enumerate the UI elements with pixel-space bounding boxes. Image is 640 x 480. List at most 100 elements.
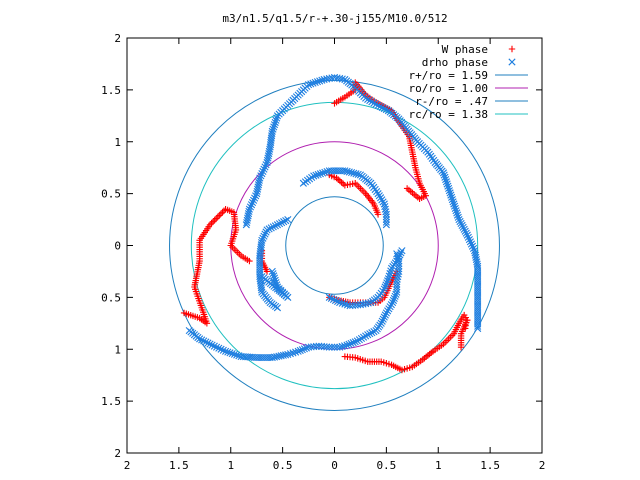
drho-phase-point [449,198,457,206]
drho-phase-point [467,240,476,248]
drho-phase-point [366,97,374,105]
drho-phase-point [376,102,384,111]
drho-phase-point [460,225,468,233]
drho-phase-point [271,118,279,127]
w-phase-point [338,179,345,186]
drho-phase-point [444,182,452,190]
drho-phase-point [389,296,398,305]
drho-phase-point [370,99,378,107]
w-phase-point [213,215,220,222]
w-phase-point [217,210,225,218]
drho-phase-point [450,202,459,210]
drho-phase-point [393,257,401,265]
drho-phase-point [382,218,390,226]
drho-phase-point [212,343,221,351]
drho-phase-point [352,170,360,178]
drho-phase-point [307,80,315,88]
drho-phase-point [314,170,322,179]
drho-phase-point [462,229,470,237]
drho-phase-point [381,311,389,319]
drho-phase-point [445,187,453,195]
drho-phase-point [316,77,324,85]
drho-phase-point [262,161,270,169]
drho-phase-point [331,296,340,305]
drho-phase-point [395,267,403,276]
drho-phase-point [316,170,325,178]
drho-phase-point [280,218,288,226]
drho-phase-point [474,322,482,330]
drho-phase-point [383,279,391,287]
drho-phase-point [382,221,390,229]
drho-phase-point [384,277,392,285]
drho-phase-point [270,272,278,280]
drho-phase-point [457,219,465,228]
x-tick-label: 2 [124,459,131,472]
drho-phase-point [349,339,357,347]
drho-phase-point [309,79,317,87]
drho-phase-point [464,233,472,241]
drho-phase-point [224,348,232,356]
drho-phase-point [289,349,297,357]
drho-phase-point [394,255,402,263]
drho-phase-point [228,349,236,358]
drho-phase-point [206,340,214,348]
drho-phase-point [440,171,448,179]
drho-phase-point [452,207,460,215]
y-tick-label: 1.5 [101,395,121,408]
series-w-phase [180,79,471,374]
drho-phase-point [374,190,382,198]
y-tick-label: 1.5 [101,84,121,97]
y-tick-label: 1 [114,343,121,356]
w-phase-point [340,180,347,188]
drho-phase-point [454,213,462,221]
drho-phase-point [351,338,359,346]
drho-phase-point [269,223,277,231]
drho-phase-point [468,242,477,250]
drho-phase-point [364,95,372,103]
drho-phase-point [382,210,390,218]
drho-phase-point [271,276,279,284]
drho-phase-point [245,205,254,213]
drho-phase-point [376,194,385,202]
drho-phase-point [312,342,320,350]
drho-phase-point [226,349,234,357]
drho-phase-point [450,200,458,208]
drho-phase-point [378,103,386,112]
w-phase-point [219,209,226,216]
drho-phase-point [453,209,461,217]
drho-phase-point [263,226,271,234]
drho-phase-point [300,345,309,353]
x-tick-label: 1 [227,459,234,472]
x-tick-label: 0 [331,459,338,472]
drho-phase-point [368,329,376,337]
x-tick-label: 0.5 [376,459,396,472]
series-circle-r-ro-1-59 [169,80,500,411]
drho-phase-point [385,272,393,280]
drho-phase-point [268,130,276,138]
drho-phase-point [379,198,387,206]
drho-phase-point [397,249,405,257]
drho-phase-point [268,267,276,276]
drho-phase-point [259,167,267,175]
legend-label: W phase [442,43,488,56]
legend-sample [508,58,516,66]
legend-label: r-/ro = .47 [415,95,488,108]
drho-phase-point [255,176,263,184]
drho-phase-point [296,346,304,355]
drho-phase-point [272,116,280,124]
drho-phase-point [247,201,256,209]
drho-phase-point [379,315,387,323]
drho-phase-point [384,275,393,283]
drho-phase-point [275,220,284,228]
w-phase-point [246,257,253,265]
drho-phase-point [439,169,448,177]
w-phase-point [208,219,215,227]
y-tick-label: 0.5 [101,291,121,304]
drho-phase-point [372,100,380,108]
w-phase-point [216,212,223,219]
drho-phase-point [334,297,342,306]
drho-phase-point [294,347,302,355]
w-phase-point [206,221,214,228]
drho-phase-point [258,170,266,178]
drho-phase-point [374,101,382,110]
